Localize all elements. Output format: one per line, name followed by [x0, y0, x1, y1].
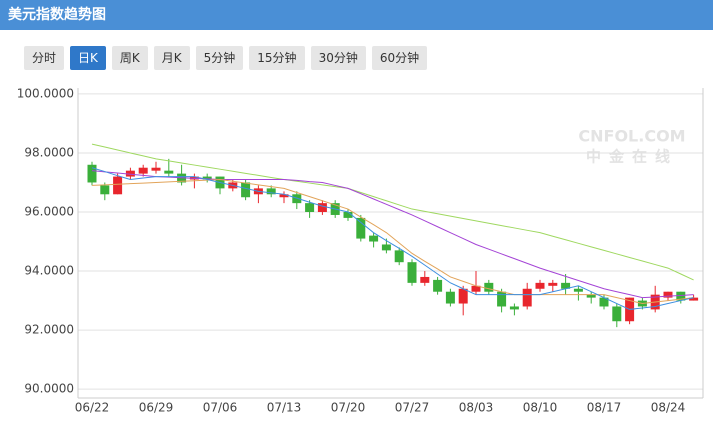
candle-body [125, 170, 135, 177]
y-tick-label: 96.0000 [24, 205, 74, 219]
x-tick-label: 07/13 [267, 401, 302, 415]
y-tick-label: 98.0000 [24, 145, 74, 159]
candle-body [420, 276, 430, 283]
candle-body [407, 262, 417, 283]
period-button[interactable]: 30分钟 [310, 46, 366, 70]
x-tick-label: 08/17 [587, 401, 622, 415]
candle-body [689, 297, 699, 301]
y-tick-label: 92.0000 [24, 323, 74, 337]
period-button[interactable]: 月K [153, 46, 190, 70]
x-tick-label: 07/06 [203, 401, 238, 415]
candle-body [612, 306, 622, 322]
candle-body [676, 291, 686, 301]
candle-body [484, 282, 494, 292]
candle-body [586, 294, 596, 298]
candle-body [100, 185, 110, 195]
candle-body [509, 306, 519, 310]
candle-body [87, 164, 97, 183]
candle-body [573, 288, 583, 292]
candle-body [381, 244, 391, 251]
candle-body [151, 167, 161, 171]
candle-body [497, 291, 507, 307]
moving-average-line [91, 179, 694, 305]
candle-body [445, 291, 455, 304]
candle-body [458, 288, 468, 304]
x-tick-label: 08/10 [523, 401, 558, 415]
candle-body [599, 297, 609, 307]
candle-body [394, 250, 404, 263]
candle-body [202, 176, 212, 180]
moving-average-line [91, 170, 694, 299]
candle-body [561, 282, 571, 289]
x-tick-label: 07/27 [395, 401, 430, 415]
candle-body [279, 194, 289, 198]
x-tick-label: 08/24 [651, 401, 686, 415]
header-title: 美元指数趋势图 [0, 0, 713, 30]
candle-body [433, 279, 443, 292]
watermark: 中金在线 [586, 148, 678, 166]
candle-body [663, 291, 673, 298]
period-button[interactable]: 周K [111, 46, 148, 70]
y-tick-label: 90.0000 [24, 382, 74, 396]
period-button[interactable]: 日K [70, 46, 106, 70]
y-tick-label: 94.0000 [24, 264, 74, 278]
candle-body [292, 194, 302, 204]
candle-body [343, 212, 353, 218]
period-button[interactable]: 分时 [24, 46, 65, 70]
moving-average-line [91, 167, 694, 310]
candle-body [356, 217, 366, 239]
x-tick-label: 06/22 [75, 401, 110, 415]
candle-body [522, 288, 532, 307]
candle-body [535, 282, 545, 289]
period-button[interactable]: 15分钟 [249, 46, 305, 70]
candle-body [471, 285, 481, 292]
x-tick-label: 07/20 [331, 401, 366, 415]
candle-body [305, 203, 315, 212]
candle-body [138, 167, 148, 174]
candle-body [241, 182, 251, 198]
candle-body [113, 176, 123, 195]
x-tick-label: 08/03 [459, 401, 494, 415]
candle-body [317, 203, 327, 212]
x-tick-label: 06/29 [139, 401, 174, 415]
watermark: CNFOL.COM [578, 127, 685, 146]
period-button[interactable]: 5分钟 [195, 46, 244, 70]
candle-body [369, 235, 379, 242]
period-button[interactable]: 60分钟 [371, 46, 428, 70]
y-tick-label: 100.0000 [17, 86, 74, 100]
period-buttons: 分时 日K 周K 月K 5分钟 15分钟 30分钟 60分钟 [24, 46, 428, 70]
moving-average-line [91, 143, 694, 281]
candle-body [266, 188, 276, 195]
candle-body [164, 170, 174, 174]
candle-body [548, 282, 558, 286]
